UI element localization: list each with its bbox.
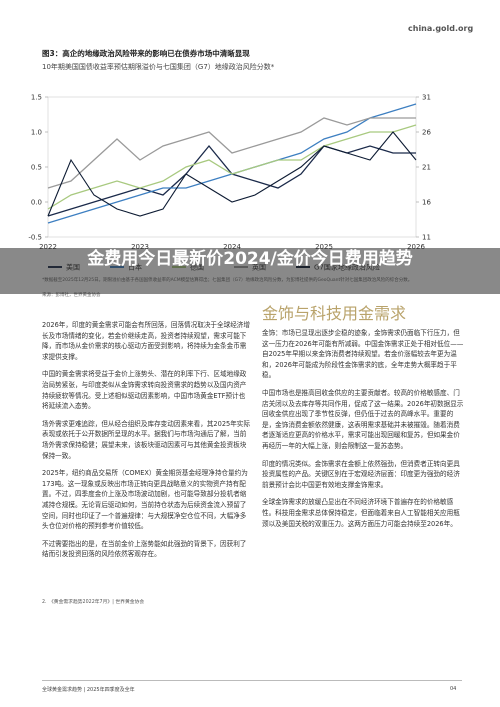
- series-line: [47, 117, 416, 189]
- figure-title: 图3：高企的地缘政治风险带来的影响已在债券市场中清晰显现: [42, 49, 250, 58]
- paragraph: 2025年，纽约商品交易所（COMEX）黄金期货基金经理净持仓量约为173吨。这…: [42, 469, 248, 531]
- y2-tick-label: 21: [422, 164, 431, 172]
- series-line: [47, 144, 416, 217]
- series-line: [47, 131, 417, 217]
- y-tick-label: 0.5: [31, 164, 42, 172]
- paragraph: 全球金饰需求的放缓凸显出在不同经济环境下普遍存在的价格敏感性。科技用金需求总体保…: [262, 498, 460, 528]
- y2-tick-label: 31: [422, 94, 431, 102]
- paragraph: 场外需求更难追踪，但从经合组织及库存变动因素来看，其2025年实际表现或依托于公…: [42, 419, 250, 460]
- series-line: [47, 103, 417, 224]
- x-tick-label: 2022: [39, 243, 57, 251]
- figure-source: 来源：彭博社，世界黄金协会: [42, 293, 101, 298]
- page-number: 04: [450, 686, 457, 692]
- x-tick-label: 2023: [131, 243, 149, 251]
- footnote: 2. 《黄金需求趋势2022年7月》| 世界黄金协会: [42, 600, 145, 605]
- right-column: 金饰：市场已显现出逐步企稳的迹象，金饰需求仍面临下行压力，但这一压力在2026年…: [262, 328, 466, 536]
- y2-tick-label: 26: [422, 129, 431, 137]
- paragraph: 2026年，印度的黄金需求可能会有所回落，回落情况取决于全球经济增长及市场情绪的…: [42, 321, 250, 361]
- y-tick-label: 0.0: [31, 199, 42, 207]
- section-heading: 金饰与科技用金需求: [262, 304, 407, 323]
- plot-frame: [47, 96, 417, 238]
- y-tick-label: 1.0: [31, 129, 42, 137]
- y-tick-label: 1.5: [31, 94, 42, 102]
- overlay-band: [0, 248, 500, 294]
- y-tick-label: -0.5: [28, 234, 42, 242]
- series-line: [47, 124, 417, 210]
- paragraph: 中国市场也是推高回收金供应的主要贡献者。较高的价格敏感度、门店关闭以及去库存等共…: [262, 388, 464, 450]
- x-tick-label: 2024: [223, 243, 241, 251]
- paragraph: 不过需要指出的是，在当前金价上涨势能如此强劲的背景下，因获利了结而引发投资回落的…: [42, 539, 247, 559]
- y2-tick-label: 16: [422, 199, 431, 207]
- logo: china.gold.org: [408, 24, 474, 33]
- paragraph: 金饰：市场已显现出逐步企稳的迹象，金饰需求仍面临下行压力，但这一压力在2026年…: [262, 329, 464, 380]
- footer-rule: [42, 680, 462, 681]
- x-tick-label: 2026: [407, 243, 425, 251]
- x-tick-label: 2025: [315, 243, 333, 251]
- overlay-title: 金费用今日最新价2024/金价今日费用趋势: [87, 249, 413, 269]
- left-column: 2026年，印度的黄金需求可能会有所回落，回落情况取决于全球经济增长及市场情绪的…: [42, 320, 250, 567]
- paragraph: 印度的情况类似。金饰需求在金额上依然强劲，但消费者正转向更具投资属性的产品。关键…: [262, 459, 460, 489]
- figure-subtitle: 10年期美国国债收益率预估期限溢价与七国集团（G7）地缘政治风险分数*: [42, 63, 275, 71]
- footer-text: 全球黄金需求趋势 | 2025年四季度及全年: [42, 687, 135, 693]
- paragraph: 中国的黄金需求将受益于金价上涨势头、潜在的利率下行、区域地缘政治局势紧张，与印度…: [42, 370, 247, 411]
- y2-tick-label: 11: [422, 234, 431, 242]
